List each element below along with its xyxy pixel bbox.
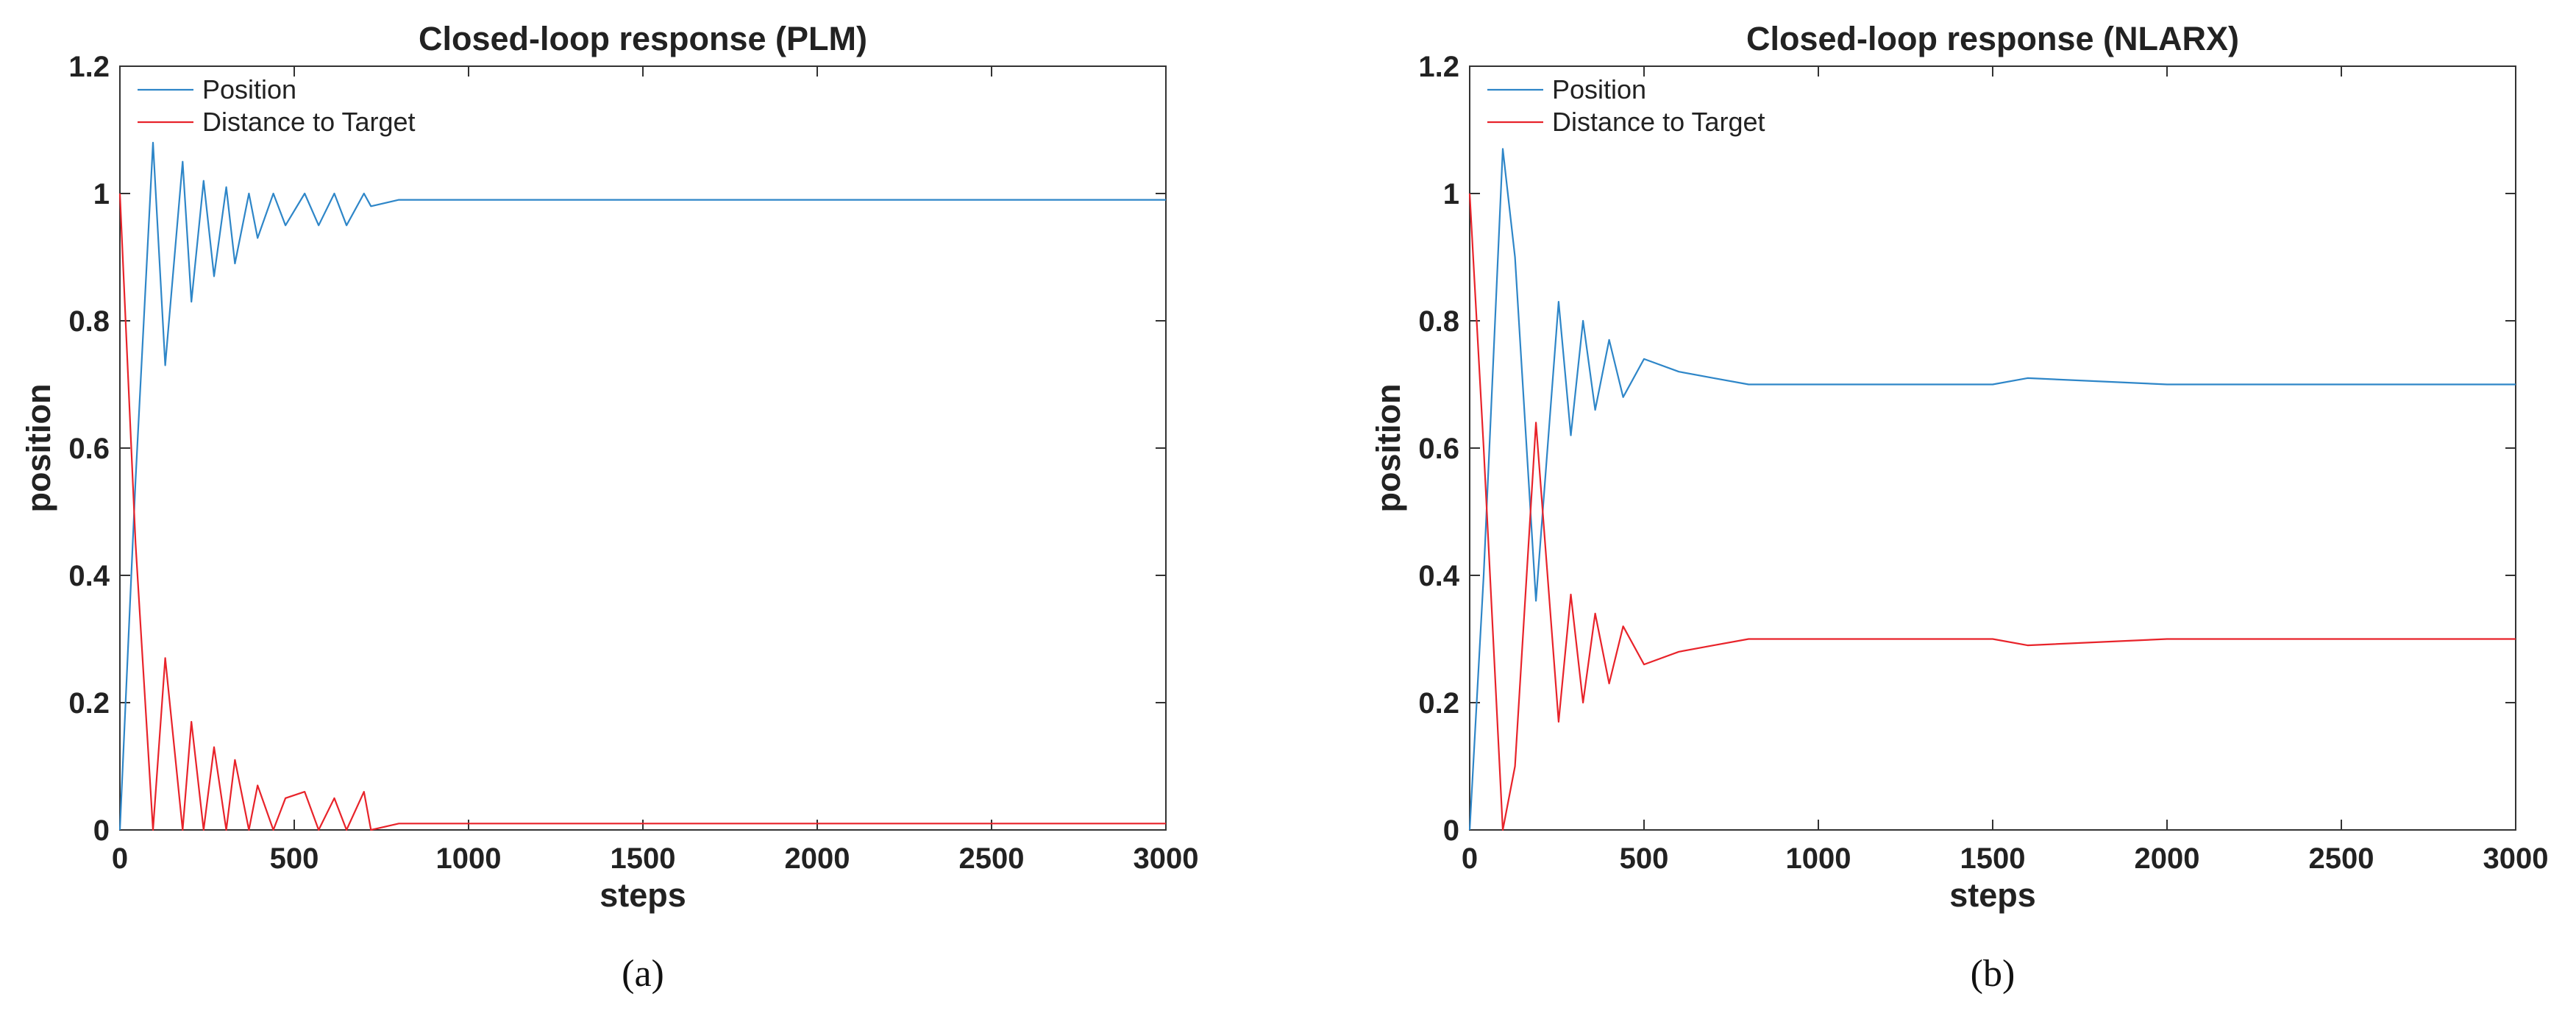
y-tick-label: 0 [93,814,110,847]
series-line-position [1468,148,2516,831]
x-tick-label: 0 [1462,842,1478,875]
plot-area-frame [1469,65,2516,831]
chart-title: Closed-loop response (NLARX) [1746,20,2239,57]
x-tick-label: 500 [270,842,319,875]
subfigure-caption: (a) [622,953,664,995]
x-tick-label: 1000 [436,842,502,875]
y-axis-label: position [1370,384,1407,513]
legend-entry: Distance to Target [202,107,416,137]
x-tick-label: 3000 [2483,842,2549,875]
x-tick-label: 3000 [1134,842,1199,875]
x-tick-label: 1500 [611,842,676,875]
y-tick-label: 0.6 [68,433,110,465]
y-tick-label: 1 [1443,178,1459,210]
x-tick-label: 2000 [2135,842,2200,875]
y-axis-label: position [20,384,57,513]
y-tick-label: 1 [93,178,110,210]
x-tick-label: 500 [1620,842,1669,875]
series-line-distance-to-target [1468,193,2516,831]
legend-entry: Position [202,74,296,104]
legend-entry: Distance to Target [1552,107,1765,137]
y-tick-label: 0.4 [68,560,110,592]
x-tick-label: 2000 [785,842,850,875]
x-axis-label: steps [1949,876,2036,914]
y-tick-label: 1.2 [68,51,110,83]
legend-entry: Position [1552,74,1646,104]
x-tick-label: 0 [112,842,128,875]
x-tick-label: 2500 [959,842,1025,875]
plot-area-frame [119,65,1167,831]
chart-panel-a: Closed-loop response (PLM) 0 500 1000 1500 20… [20,20,1198,995]
y-tick-label: 0 [1443,814,1459,847]
x-tick-label: 1500 [1960,842,2026,875]
x-axis-label: steps [599,876,686,914]
y-tick-label: 0.2 [68,687,110,720]
chart-panel-b: Closed-loop response (NLARX) 0 500 1000 1500… [1370,20,2548,995]
subfigure-caption: (b) [1971,953,2015,995]
y-tick-label: 0.8 [1418,305,1459,338]
y-tick-label: 0.2 [1418,687,1459,720]
y-tick-label: 1.2 [1418,51,1459,83]
y-tick-label: 0.8 [68,305,110,338]
y-tick-label: 0.6 [1418,433,1459,465]
y-tick-label: 0.4 [1418,560,1459,592]
x-tick-label: 1000 [1786,842,1851,875]
series-line-position [118,141,1166,831]
x-tick-label: 2500 [2309,842,2374,875]
series-line-distance-to-target [118,193,1166,831]
chart-title: Closed-loop response (PLM) [419,20,867,57]
